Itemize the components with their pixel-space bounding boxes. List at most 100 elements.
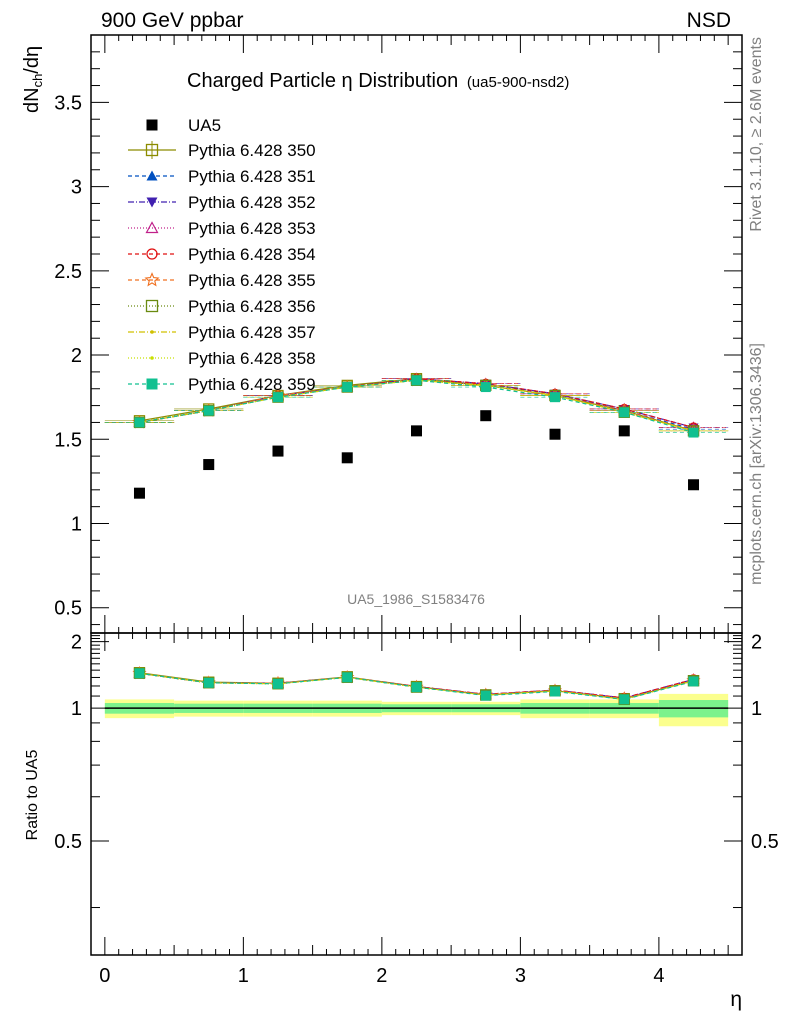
x-tick-label: 4 <box>653 965 664 987</box>
legend-marker <box>146 119 158 131</box>
main-y-tick-label: 3 <box>71 177 82 199</box>
ratio-point <box>342 672 353 683</box>
ratio-point <box>411 682 422 693</box>
ua5-point <box>549 428 561 440</box>
legend-marker <box>150 356 154 360</box>
x-tick-label: 3 <box>515 965 526 987</box>
legend-entry: Pythia 6.428 356 <box>128 297 316 316</box>
ratio-y-tick-label-right: 1 <box>751 698 762 720</box>
mcplots-label: mcplots.cern.ch [arXiv:1306.3436] <box>748 343 765 585</box>
legend-marker <box>146 197 158 208</box>
main-ylabel: dNch/dη <box>21 46 45 113</box>
legend-marker <box>150 330 154 334</box>
legend-entry: Pythia 6.428 350 <box>128 141 316 160</box>
legend-entry: Pythia 6.428 354 <box>128 245 316 264</box>
series-point <box>203 405 214 416</box>
main-y-tick-label: 1.5 <box>54 429 82 451</box>
plot-title-sub: (ua5-900-nsd2) <box>467 74 570 91</box>
ratio-panel-axes: 0 1 2 3 4 0.5 0.5 1 1 2 2 <box>54 632 779 987</box>
legend-label: UA5 <box>188 116 221 135</box>
main-series-group <box>104 372 729 438</box>
main-y-tick-label: 0.5 <box>54 598 82 620</box>
legend-label: Pythia 6.428 359 <box>188 375 316 394</box>
legend-entry: Pythia 6.428 359 <box>128 375 316 394</box>
x-tick-label: 0 <box>99 965 110 987</box>
legend-entry: Pythia 6.428 353 <box>128 219 316 238</box>
ratio-point <box>688 676 699 687</box>
series-point <box>480 382 491 393</box>
legend-label: Pythia 6.428 351 <box>188 167 316 186</box>
series-point <box>134 417 145 428</box>
legend-label: Pythia 6.428 353 <box>188 219 316 238</box>
legend-label: Pythia 6.428 354 <box>188 245 316 264</box>
main-y-tick-label: 3.5 <box>54 92 82 114</box>
ua5-point <box>341 452 353 464</box>
series-point <box>688 427 699 438</box>
legend-label: Pythia 6.428 350 <box>188 141 316 160</box>
ua5-point <box>411 425 422 437</box>
legend-entry: Pythia 6.428 357 <box>128 323 316 342</box>
legend-label: Pythia 6.428 355 <box>188 271 316 290</box>
series-point <box>272 392 283 403</box>
ratio-ylabel: Ratio to UA5 <box>24 750 41 841</box>
legend-entry: Pythia 6.428 355 <box>128 271 316 290</box>
x-tick-label: 1 <box>238 965 249 987</box>
ratio-line <box>139 672 694 701</box>
ua5-data-points <box>133 410 700 499</box>
legend-entry-ua5: UA5 <box>146 116 221 135</box>
ratio-uncertainty-bands <box>104 693 729 727</box>
ua5-point <box>133 487 145 499</box>
ratio-y-tick-label-right: 2 <box>751 632 762 654</box>
series-point <box>411 375 422 386</box>
ua5-point <box>618 425 630 437</box>
legend-entry: Pythia 6.428 352 <box>128 193 316 212</box>
ratio-y-tick-label-left: 2 <box>71 632 82 654</box>
analysis-watermark: UA5_1986_S1583476 <box>347 591 485 607</box>
header-left: 900 GeV ppbar <box>101 9 243 32</box>
series-point <box>342 382 353 393</box>
legend-label: Pythia 6.428 352 <box>188 193 316 212</box>
ratio-y-tick-label-left: 1 <box>71 698 82 720</box>
ratio-point <box>619 694 630 705</box>
x-axis-label: η <box>730 988 742 1011</box>
legend-marker <box>144 272 160 287</box>
ratio-series-pythia-6-428-359 <box>134 668 699 705</box>
rivet-version-label: Rivet 3.1.10, ≥ 2.6M events <box>748 37 765 232</box>
legend-marker <box>145 221 159 234</box>
ratio-y-tick-label-right: 0.5 <box>751 831 779 853</box>
ua5-point <box>272 445 284 457</box>
plot-title-main: Charged Particle η Distribution <box>187 70 458 92</box>
main-y-tick-label: 2 <box>71 345 82 367</box>
ua5-point <box>688 479 700 491</box>
ratio-point <box>203 677 214 688</box>
ratio-point <box>272 678 283 689</box>
series-point <box>550 392 561 403</box>
main-y-tick-label: 2.5 <box>54 261 82 283</box>
legend-marker <box>145 299 159 313</box>
series-point <box>619 407 630 418</box>
legend-label: Pythia 6.428 357 <box>188 323 316 342</box>
ratio-point <box>480 690 491 701</box>
ua5-point <box>480 410 492 422</box>
legend: UA5 Pythia 6.428 350 Pythia 6.428 351 Pythi… <box>128 116 316 394</box>
legend-label: Pythia 6.428 356 <box>188 297 316 316</box>
legend-marker <box>145 143 159 157</box>
main-y-tick-label: 1 <box>71 514 82 536</box>
x-tick-label: 2 <box>376 965 387 987</box>
legend-label: Pythia 6.428 358 <box>188 349 316 368</box>
ratio-point <box>134 668 145 679</box>
series-pythia-6-428-359 <box>104 375 729 438</box>
legend-marker <box>146 248 158 260</box>
legend-marker <box>146 170 158 181</box>
plot-title: Charged Particle η Distribution (ua5-900… <box>187 70 569 92</box>
ratio-series-group <box>132 665 701 706</box>
header-right: NSD <box>687 9 731 32</box>
ua5-point <box>203 459 215 471</box>
ratio-y-tick-label-left: 0.5 <box>54 831 82 853</box>
ratio-point <box>550 686 561 697</box>
ratio-frame <box>90 632 743 956</box>
legend-marker <box>146 378 158 390</box>
legend-entry: Pythia 6.428 351 <box>128 167 316 186</box>
legend-entry: Pythia 6.428 358 <box>128 349 316 368</box>
